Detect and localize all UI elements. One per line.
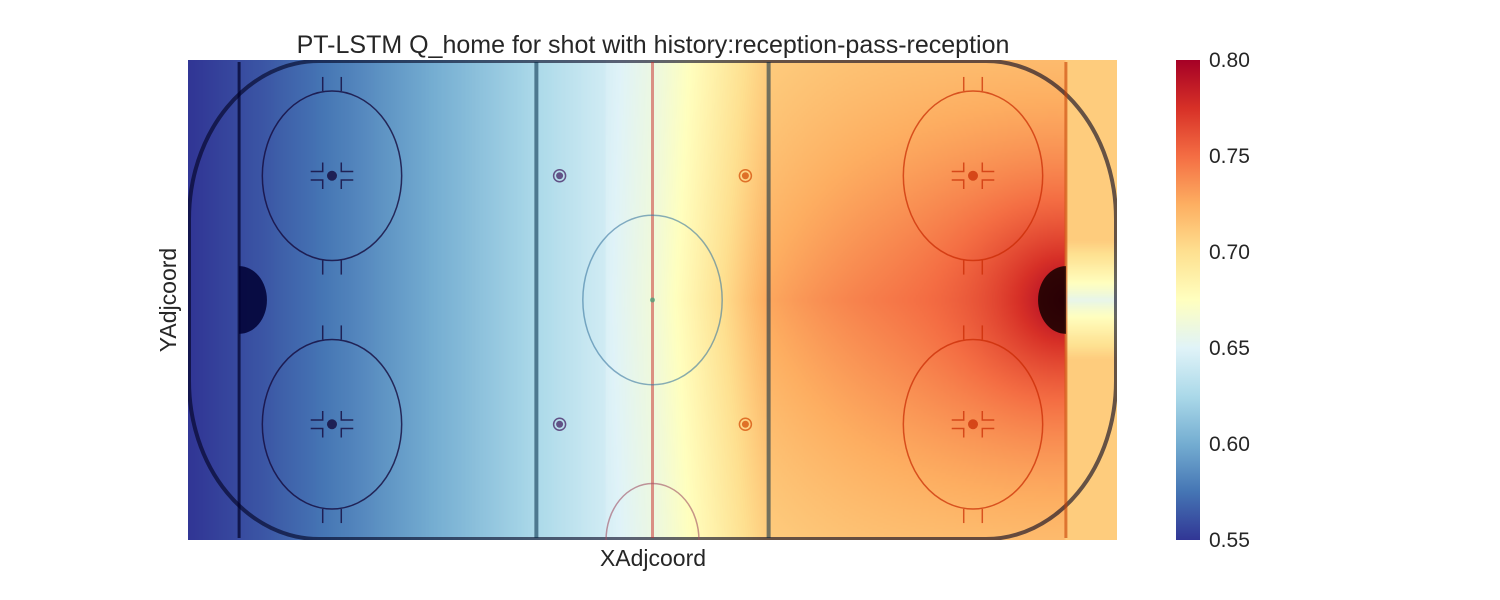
faceoff-marker — [951, 179, 965, 189]
colorbar-tick-label: 0.55 — [1209, 529, 1250, 552]
rink-overlay — [188, 60, 1117, 540]
faceoff-dot — [326, 170, 337, 181]
faceoff-marker — [310, 179, 324, 189]
neutral-dot-fill — [556, 172, 564, 180]
faceoff-marker — [340, 162, 354, 173]
faceoff-marker — [310, 411, 324, 421]
neutral-dot — [738, 417, 753, 431]
faceoff-marker — [340, 427, 354, 438]
colorbar-tick-label: 0.60 — [1209, 433, 1250, 456]
left-crease — [239, 266, 267, 334]
colorbar-gradient — [1176, 60, 1200, 540]
faceoff-circle — [261, 338, 403, 510]
colorbar-ticks: 0.80 0.75 0.70 0.65 0.60 0.55 — [1209, 49, 1250, 552]
colorbar-tick-label: 0.65 — [1209, 337, 1250, 360]
colorbar: 0.80 0.75 0.70 0.65 0.60 0.55 — [1176, 49, 1250, 552]
faceoff-circle — [902, 338, 1044, 510]
faceoff-marker — [951, 162, 965, 173]
faceoff-marker — [340, 179, 354, 189]
faceoff-marker — [981, 162, 995, 173]
faceoff-circle — [261, 90, 403, 262]
neutral-dot-fill — [741, 172, 749, 180]
neutral-dot-fill — [741, 420, 749, 428]
neutral-dot-fill — [556, 420, 564, 428]
colorbar-tick-label: 0.70 — [1209, 241, 1250, 264]
faceoff-dot — [968, 170, 979, 181]
chart-title: PT-LSTM Q_home for shot with history:rec… — [297, 31, 1010, 59]
x-axis-label: XAdjcoord — [600, 545, 706, 571]
faceoff-dot — [326, 419, 337, 430]
center-dot — [650, 297, 655, 303]
colorbar-tick-label: 0.75 — [1209, 145, 1250, 168]
faceoff-marker — [981, 179, 995, 189]
faceoff-marker — [310, 162, 324, 173]
neutral-dot — [738, 169, 753, 183]
faceoff-marker — [951, 411, 965, 421]
right-crease — [1038, 266, 1066, 334]
faceoff-marker — [981, 427, 995, 438]
boards — [188, 60, 1117, 540]
neutral-dot — [552, 169, 567, 183]
faceoff-dot — [968, 419, 979, 430]
center-circle — [582, 214, 723, 386]
neutral-dot — [552, 417, 567, 431]
faceoff-marker — [340, 411, 354, 421]
faceoff-circle — [902, 90, 1044, 262]
faceoff-marker — [981, 411, 995, 421]
y-axis-label: YAdjcoord — [155, 248, 181, 352]
faceoff-marker — [310, 427, 324, 438]
colorbar-tick-label: 0.80 — [1209, 49, 1250, 72]
referee-crease — [605, 482, 700, 540]
heatmap-plot — [188, 60, 1117, 540]
faceoff-marker — [951, 427, 965, 438]
